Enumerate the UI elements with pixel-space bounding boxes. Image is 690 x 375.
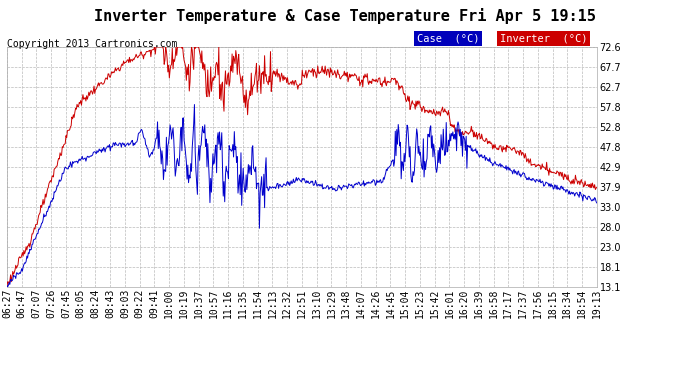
Text: Case  (°C): Case (°C) [417, 33, 480, 44]
Text: Copyright 2013 Cartronics.com: Copyright 2013 Cartronics.com [7, 39, 177, 50]
Text: Inverter  (°C): Inverter (°C) [500, 33, 587, 44]
Text: Inverter Temperature & Case Temperature Fri Apr 5 19:15: Inverter Temperature & Case Temperature … [94, 8, 596, 24]
